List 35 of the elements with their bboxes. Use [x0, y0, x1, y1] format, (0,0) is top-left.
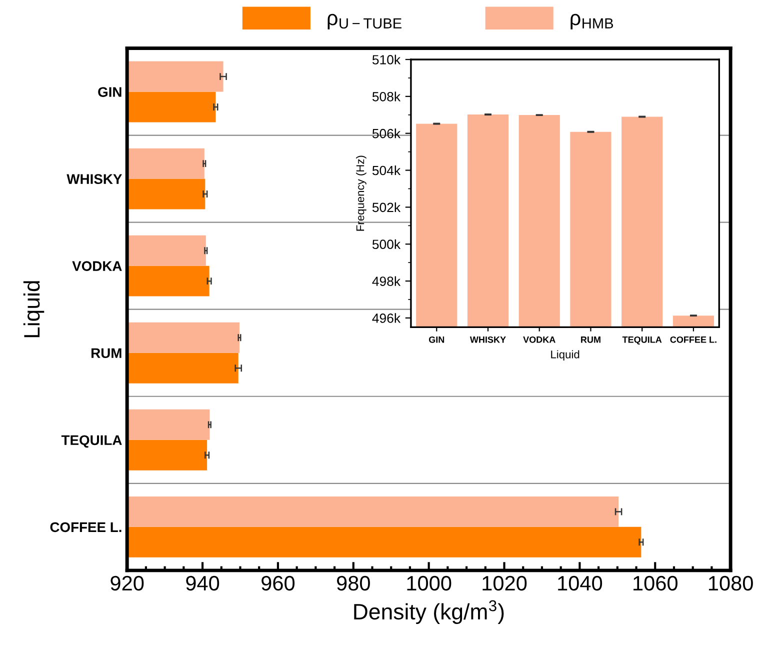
y-tick-label: 508k [372, 92, 401, 102]
y-tick-label: TEQUILA [61, 435, 122, 448]
x-axis-title: Density (kg/m$^{3}$) [354, 600, 504, 624]
x-tick-label: 1060 [634, 576, 678, 591]
y-tick-label: 500k [372, 239, 401, 250]
x-tick-label: TEQUILA [622, 336, 662, 345]
x-tick-label: 920 [110, 576, 144, 591]
x-tick-label: 1020 [482, 576, 527, 591]
x-tick-label: VODKA [523, 336, 556, 343]
x-axis-title: Liquid [551, 350, 580, 361]
y-tick-label: 510k [372, 54, 401, 64]
y-tick-label: RUM [92, 348, 122, 358]
y-tick-label: 504k [372, 165, 401, 176]
y-tick-label: 498k [372, 276, 401, 286]
y-tick-label: GIN [98, 87, 122, 97]
y-axis-title: Frequency (Hz) [356, 156, 366, 231]
x-tick-label: 980 [336, 576, 370, 591]
x-tick-label: WHISKY [470, 336, 506, 343]
y-tick-label: 496k [372, 313, 401, 323]
x-tick-label: COFFEE L. [670, 336, 716, 343]
y-tick-label: COFFEE L. [50, 522, 122, 532]
y-tick-label: VODKA [72, 261, 122, 271]
x-tick-label: 940 [186, 576, 220, 591]
x-tick-label: RUM [581, 336, 600, 343]
legend-label: ρ$_{HMB}$ [570, 14, 614, 30]
x-tick-label: GIN [428, 336, 444, 343]
legend-label: ρ$_{U−TUBE}$ [328, 14, 402, 30]
x-tick-label: 1080 [708, 576, 753, 591]
y-axis-title: Liquid [23, 281, 44, 338]
x-tick-label: 1040 [558, 576, 602, 591]
y-tick-label: 502k [372, 202, 401, 212]
y-tick-label: 506k [372, 128, 401, 138]
y-tick-label: WHISKY [66, 174, 122, 184]
x-tick-label: 1000 [407, 576, 452, 591]
x-tick-label: 960 [262, 576, 295, 591]
